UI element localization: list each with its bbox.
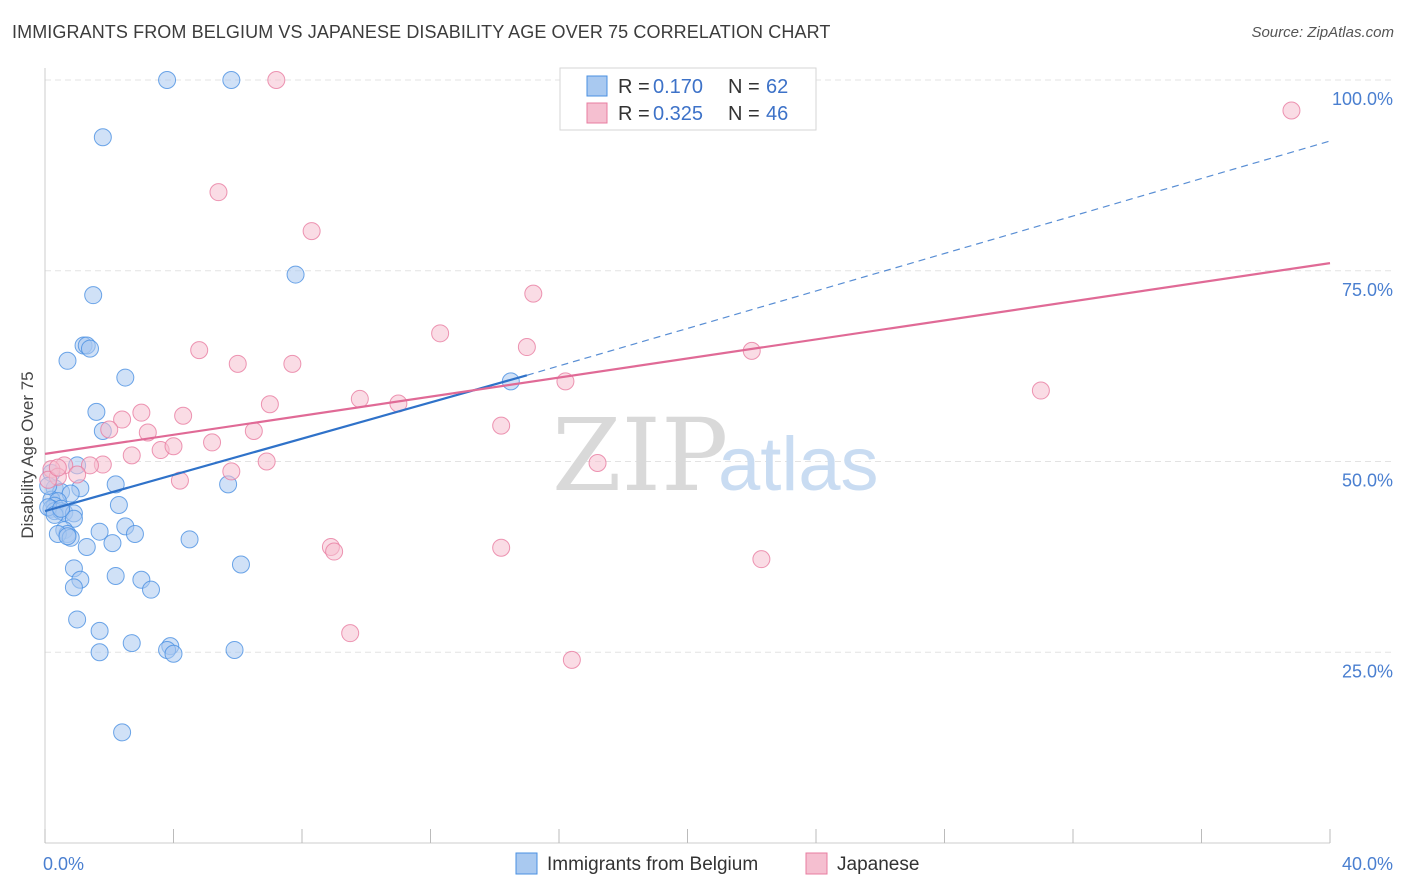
belgium-point	[142, 580, 161, 599]
japanese-point	[209, 183, 228, 202]
japanese-point	[48, 458, 67, 477]
japanese-point	[517, 338, 536, 357]
japanese-point	[100, 420, 119, 439]
series-swatch-belgium	[515, 852, 538, 875]
belgium-trend-line	[44, 374, 528, 513]
belgium-point	[84, 286, 103, 305]
source-credit: Source: ZipAtlas.com	[1251, 24, 1394, 41]
belgium-point	[158, 71, 177, 89]
x-tick-label: 0.0%	[43, 854, 84, 874]
belgium-point	[222, 71, 241, 89]
japanese-point	[431, 324, 450, 343]
japanese-point	[203, 433, 222, 452]
data-points	[39, 71, 1301, 742]
belgium-point	[90, 621, 109, 640]
series-swatch-japanese	[805, 852, 828, 875]
belgium-point	[68, 610, 87, 629]
belgium-point	[225, 640, 244, 659]
correlation-legend: R = 0.170 N = 62 R = 0.325 N = 46	[559, 67, 817, 131]
belgium-trend-extension	[526, 140, 1331, 376]
belgium-point	[103, 534, 122, 553]
y-tick-label: 100.0%	[1332, 89, 1393, 109]
belgium-point	[113, 723, 132, 742]
japanese-point	[80, 456, 99, 475]
japanese-point	[562, 650, 581, 669]
japanese-point	[68, 465, 87, 484]
legend-r-label: R =	[618, 103, 650, 125]
belgium-point	[125, 524, 144, 543]
japanese-point	[341, 624, 360, 643]
belgium-point	[122, 634, 141, 653]
watermark-zip: ZIP	[552, 397, 728, 514]
japanese-point	[257, 452, 276, 471]
belgium-point	[106, 566, 125, 585]
legend-n-value: 62	[766, 76, 788, 98]
x-tick-label: 40.0%	[1342, 854, 1393, 874]
watermark-atlas: atlas	[718, 422, 879, 507]
series-label-belgium: Immigrants from Belgium	[547, 854, 758, 875]
tick-labels: 25.0% 50.0% 75.0% 100.0% 0.0% 40.0%	[43, 89, 1393, 874]
legend-r-value: 0.325	[653, 103, 703, 125]
belgium-point	[77, 537, 96, 556]
belgium-point	[80, 339, 99, 358]
belgium-point	[106, 475, 125, 494]
japanese-point	[267, 71, 286, 89]
japanese-point	[302, 222, 321, 241]
belgium-point	[90, 522, 109, 541]
belgium-point	[231, 555, 250, 574]
japanese-point	[260, 395, 279, 414]
japanese-point	[492, 538, 511, 557]
japanese-point	[492, 416, 511, 435]
belgium-point	[90, 643, 109, 662]
japanese-point	[190, 341, 209, 360]
y-axis-label: Disability Age Over 75	[18, 371, 37, 538]
japanese-point	[164, 437, 183, 456]
legend-r-value: 0.170	[653, 76, 703, 98]
series-label-japanese: Japanese	[837, 854, 919, 875]
japanese-point	[1282, 101, 1301, 120]
series-legend: Immigrants from Belgium Japanese	[515, 852, 919, 875]
japanese-trend-line	[44, 262, 1331, 455]
japanese-point	[524, 284, 543, 303]
belgium-point	[164, 644, 183, 663]
japanese-point	[113, 410, 132, 429]
belgium-point	[87, 402, 106, 421]
watermark: ZIP atlas	[552, 397, 879, 514]
legend-n-value: 46	[766, 103, 788, 125]
belgium-point	[116, 368, 135, 387]
axes	[44, 68, 1331, 844]
japanese-point	[588, 454, 607, 473]
japanese-point	[122, 446, 141, 465]
japanese-point	[222, 462, 241, 481]
legend-swatch-blue	[586, 75, 608, 97]
y-tick-label: 75.0%	[1342, 280, 1393, 300]
y-tick-label: 50.0%	[1342, 471, 1393, 491]
japanese-point	[1031, 381, 1050, 400]
japanese-point	[228, 354, 247, 373]
belgium-point	[58, 527, 77, 546]
y-tick-label: 25.0%	[1342, 661, 1393, 681]
belgium-point	[64, 578, 83, 597]
japanese-point	[350, 389, 369, 408]
chart-title: IMMIGRANTS FROM BELGIUM VS JAPANESE DISA…	[12, 22, 831, 42]
trend-lines	[44, 140, 1331, 513]
japanese-point	[244, 421, 263, 440]
japanese-point	[132, 403, 151, 422]
belgium-point	[286, 265, 305, 284]
japanese-point	[283, 354, 302, 373]
japanese-point	[138, 423, 157, 442]
japanese-point	[174, 406, 193, 425]
japanese-point	[39, 470, 58, 489]
legend-swatch-pink	[586, 102, 608, 124]
legend-r-label: R =	[618, 76, 650, 98]
japanese-point	[752, 550, 771, 569]
japanese-point	[325, 542, 344, 561]
belgium-point	[109, 495, 128, 514]
legend-n-label: N =	[728, 103, 760, 125]
belgium-point	[58, 351, 77, 370]
legend-n-label: N =	[728, 76, 760, 98]
belgium-point	[180, 530, 199, 549]
belgium-point	[93, 128, 112, 147]
